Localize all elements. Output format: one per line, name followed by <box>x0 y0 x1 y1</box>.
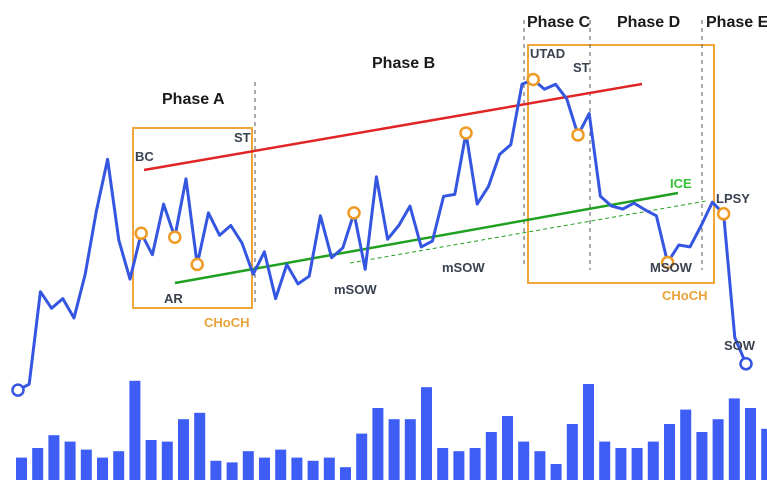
volume-bar <box>210 460 222 480</box>
key-point-marker <box>190 257 204 272</box>
volume-bar <box>372 408 384 480</box>
key-point-marker <box>11 383 25 397</box>
volume-bar <box>437 448 449 480</box>
phase-a-box <box>132 127 253 309</box>
price-line <box>16 78 748 392</box>
volume-bars <box>16 380 767 480</box>
volume-bar <box>129 380 141 480</box>
label-msow-2: mSOW <box>442 260 485 275</box>
volume-bar <box>64 441 76 480</box>
volume-bar <box>745 408 756 480</box>
label-ar: AR <box>164 291 183 306</box>
volume-bar <box>194 412 206 480</box>
key-point-marker <box>660 255 675 270</box>
volume-bar <box>113 451 125 480</box>
label-choch-a: CHoCH <box>204 315 250 330</box>
key-point-marker <box>739 357 753 371</box>
key-point-marker <box>526 72 540 87</box>
volume-bar <box>275 449 287 480</box>
label-ice: ICE <box>670 176 692 191</box>
volume-bar <box>599 441 611 480</box>
volume-bar <box>534 451 546 480</box>
volume-bar <box>340 467 351 480</box>
label-msow-1: mSOW <box>334 282 377 297</box>
resistance-line <box>143 82 643 172</box>
volume-bar <box>32 448 44 480</box>
volume-bar <box>242 451 254 480</box>
label-msow-3: MSOW <box>650 260 693 275</box>
label-st-a: ST <box>234 130 251 145</box>
volume-bar <box>566 424 578 480</box>
volume-bar <box>664 424 675 480</box>
volume-bar <box>631 448 643 480</box>
volume-bar <box>647 441 659 480</box>
volume-bar <box>518 441 530 480</box>
phase-label-c: Phase C <box>527 14 591 31</box>
volume-bar <box>16 457 27 480</box>
key-point-marker <box>168 230 182 244</box>
key-point-marker <box>459 126 473 140</box>
phase-cd-box <box>527 44 715 284</box>
volume-bar <box>323 457 335 480</box>
volume-bar <box>485 432 497 480</box>
volume-bar <box>259 457 270 480</box>
label-utad: UTAD <box>530 46 565 61</box>
volume-bar <box>728 398 740 480</box>
volume-bar <box>404 419 416 480</box>
volume-bar <box>97 457 108 480</box>
phase-label-e: Phase E <box>706 14 767 31</box>
volume-bar <box>388 419 400 480</box>
key-point-marker <box>571 128 585 142</box>
volume-bar <box>421 387 432 480</box>
support-line <box>174 191 679 285</box>
volume-bar <box>307 460 319 480</box>
label-st-c: ST <box>573 60 590 75</box>
volume-bar <box>469 448 481 480</box>
volume-bar <box>178 419 189 480</box>
label-bc: BC <box>135 149 154 164</box>
volume-bar <box>502 416 513 480</box>
volume-bar <box>145 440 157 480</box>
volume-bar <box>356 433 368 480</box>
label-choch-d: CHoCH <box>662 288 708 303</box>
key-point-marker <box>134 226 148 241</box>
phase-label-d: Phase D <box>617 14 680 31</box>
volume-bar <box>615 448 627 480</box>
label-sow: SOW <box>724 338 756 353</box>
volume-bar <box>761 428 767 480</box>
volume-bar <box>291 457 303 480</box>
volume-bar <box>680 409 692 480</box>
volume-bar <box>583 384 594 480</box>
volume-bar <box>550 464 562 480</box>
volume-bar <box>226 462 238 480</box>
volume-bar <box>453 451 465 480</box>
phase-label-b: Phase B <box>372 55 435 72</box>
volume-bar <box>80 449 92 480</box>
key-point-marker <box>716 207 731 221</box>
volume-bar <box>161 441 173 480</box>
volume-bar <box>696 432 708 480</box>
phase-label-a: Phase A <box>162 91 225 108</box>
label-lpsy: LPSY <box>716 191 750 206</box>
key-point-markers <box>11 72 753 397</box>
volume-bar <box>712 419 724 480</box>
volume-bar <box>48 435 60 480</box>
key-point-marker <box>347 206 361 220</box>
